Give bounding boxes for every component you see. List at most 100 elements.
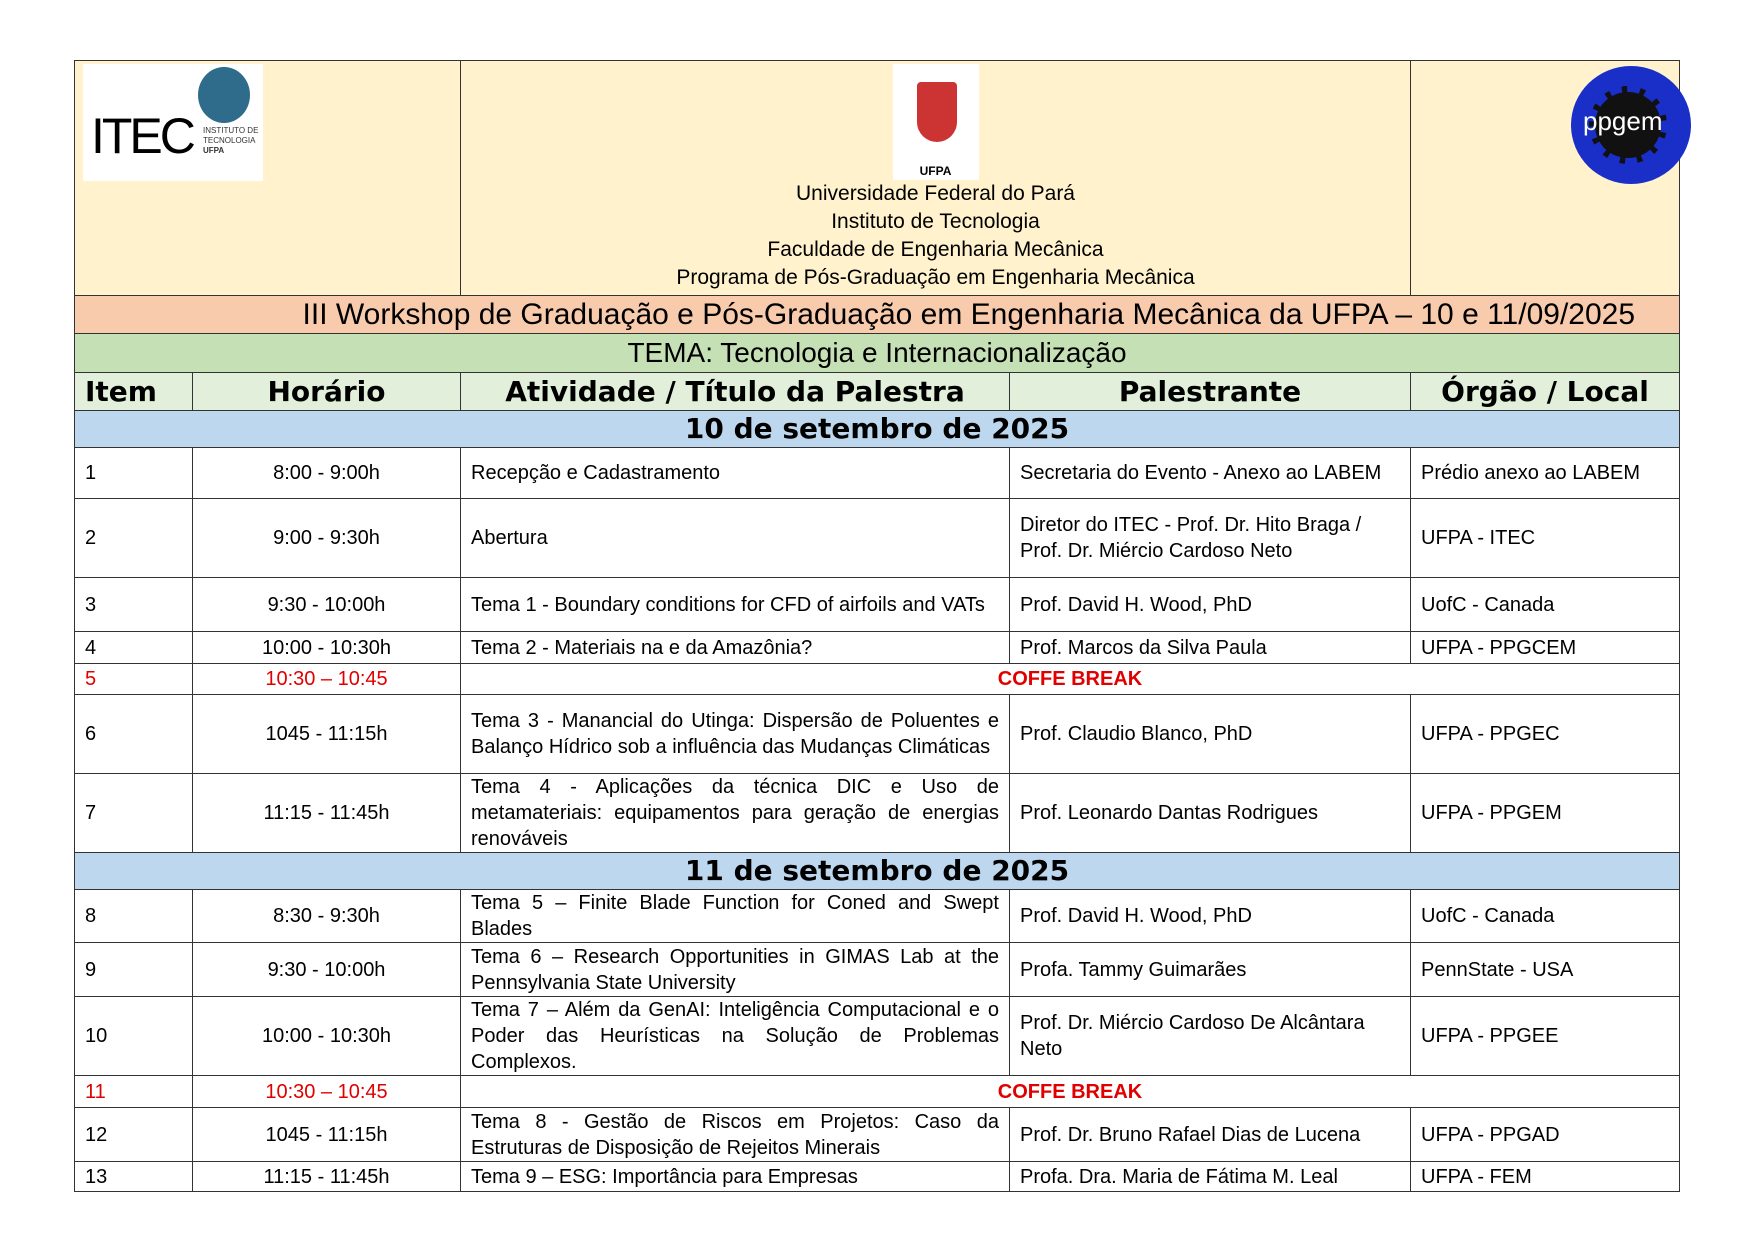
institution-line: Universidade Federal do Pará bbox=[796, 182, 1075, 205]
schedule-row: 12 1045 - 11:15h Tema 8 - Gestão de Risc… bbox=[74, 1107, 1681, 1162]
place: UFPA - PPGEC bbox=[1410, 694, 1681, 774]
place: UFPA - PPGEM bbox=[1410, 773, 1681, 853]
globe-icon bbox=[198, 67, 250, 123]
schedule-row: 4 10:00 - 10:30h Tema 2 - Materiais na e… bbox=[74, 631, 1681, 664]
activity: Tema 8 - Gestão de Riscos em Projetos: C… bbox=[460, 1107, 1010, 1162]
time: 11:15 - 11:45h bbox=[192, 773, 461, 853]
ppgem-logo-cell: ppgem bbox=[1410, 60, 1692, 296]
item-number: 13 bbox=[74, 1161, 193, 1192]
activity: Tema 1 - Boundary conditions for CFD of … bbox=[460, 577, 1010, 632]
header-row: ITEC INSTITUTO DE TECNOLOGIA UFPA UFPA Uni… bbox=[74, 60, 1692, 296]
speaker: Secretaria do Evento - Anexo ao LABEM bbox=[1008, 447, 1412, 499]
coffee-break-label: COFFE BREAK bbox=[459, 1075, 1681, 1108]
item-number: 8 bbox=[74, 889, 193, 943]
activity: Tema 9 – ESG: Importância para Empresas bbox=[460, 1161, 1010, 1192]
time: 9:30 - 10:00h bbox=[192, 942, 461, 997]
item-number: 11 bbox=[74, 1075, 193, 1108]
col-activity: Atividade / Título da Palestra bbox=[460, 372, 1010, 411]
item-number: 9 bbox=[74, 942, 193, 997]
item-number: 3 bbox=[74, 577, 193, 632]
speaker: Prof. Dr. Miércio Cardoso De Alcântara N… bbox=[1008, 996, 1412, 1076]
place: PennState - USA bbox=[1410, 942, 1681, 997]
activity: Abertura bbox=[460, 498, 1010, 578]
place: Prédio anexo ao LABEM bbox=[1410, 447, 1681, 499]
schedule-row: 10 10:00 - 10:30h Tema 7 – Além da GenAI… bbox=[74, 996, 1681, 1076]
speaker: Prof. Dr. Bruno Rafael Dias de Lucena bbox=[1008, 1107, 1412, 1162]
time: 10:30 – 10:45 bbox=[192, 1075, 461, 1108]
speaker: Prof. David H. Wood, PhD bbox=[1008, 889, 1412, 943]
time: 8:30 - 9:30h bbox=[192, 889, 461, 943]
col-item: Item bbox=[74, 372, 193, 411]
coffee-break-label: COFFE BREAK bbox=[459, 663, 1681, 695]
speaker: Profa. Tammy Guimarães bbox=[1008, 942, 1412, 997]
time: 10:30 – 10:45 bbox=[192, 663, 461, 695]
time: 9:30 - 10:00h bbox=[192, 577, 461, 632]
time: 8:00 - 9:00h bbox=[192, 447, 461, 499]
theme-title: TEMA: Tecnologia e Internacionalização bbox=[73, 333, 1681, 373]
item-number: 4 bbox=[74, 631, 193, 664]
time: 10:00 - 10:30h bbox=[192, 996, 461, 1076]
activity: Tema 7 – Além da GenAI: Inteligência Com… bbox=[460, 996, 1010, 1076]
institution-line: Instituto de Tecnologia bbox=[831, 210, 1040, 233]
item-number: 10 bbox=[74, 996, 193, 1076]
ppgem-logo-text: ppgem bbox=[1583, 106, 1663, 136]
shield-icon bbox=[916, 82, 957, 142]
time: 1045 - 11:15h bbox=[192, 694, 461, 774]
item-number: 6 bbox=[74, 694, 193, 774]
speaker: Diretor do ITEC - Prof. Dr. Hito Braga /… bbox=[1008, 498, 1412, 578]
institution-line: Faculdade de Engenharia Mecânica bbox=[767, 238, 1104, 261]
ppgem-logo: ppgem bbox=[1571, 66, 1692, 184]
schedule-row: 9 9:30 - 10:00h Tema 6 – Research Opport… bbox=[74, 942, 1681, 997]
schedule-row: 7 11:15 - 11:45h Tema 4 - Aplicações da … bbox=[74, 773, 1681, 853]
time: 10:00 - 10:30h bbox=[192, 631, 461, 664]
time: 1045 - 11:15h bbox=[192, 1107, 461, 1162]
col-speaker: Palestrante bbox=[1008, 372, 1412, 411]
institution-cell: UFPA Universidade Federal do Pará Instit… bbox=[459, 60, 1412, 296]
schedule-row: 2 9:00 - 9:30h Abertura Diretor do ITEC … bbox=[74, 498, 1681, 578]
place: UFPA - PPGAD bbox=[1410, 1107, 1681, 1162]
activity: Tema 6 – Research Opportunities in GIMAS… bbox=[460, 942, 1010, 997]
speaker: Prof. Claudio Blanco, PhD bbox=[1008, 694, 1412, 774]
speaker: Prof. Marcos da Silva Paula bbox=[1008, 631, 1412, 664]
schedule-row: 6 1045 - 11:15h Tema 3 - Manancial do Ut… bbox=[74, 694, 1681, 774]
item-number: 5 bbox=[74, 663, 193, 695]
col-place: Órgão / Local bbox=[1410, 372, 1681, 411]
item-number: 2 bbox=[74, 498, 193, 578]
place: UofC - Canada bbox=[1410, 577, 1681, 632]
schedule-row: 13 11:15 - 11:45h Tema 9 – ESG: Importân… bbox=[74, 1161, 1681, 1192]
coffee-break-row: 5 10:30 – 10:45 COFFE BREAK bbox=[74, 663, 1681, 695]
activity: Tema 3 - Manancial do Utinga: Dispersão … bbox=[460, 694, 1010, 774]
ufpa-crest-logo: UFPA bbox=[892, 64, 979, 180]
place: UofC - Canada bbox=[1410, 889, 1681, 943]
activity: Tema 5 – Finite Blade Function for Coned… bbox=[460, 889, 1010, 943]
speaker: Prof. David H. Wood, PhD bbox=[1008, 577, 1412, 632]
item-number: 12 bbox=[74, 1107, 193, 1162]
place: UFPA - PPGEE bbox=[1410, 996, 1681, 1076]
speaker: Prof. Leonardo Dantas Rodrigues bbox=[1008, 773, 1412, 853]
place: UFPA - FEM bbox=[1410, 1161, 1681, 1192]
time: 11:15 - 11:45h bbox=[192, 1161, 461, 1192]
itec-logo-cell: ITEC INSTITUTO DE TECNOLOGIA UFPA bbox=[74, 60, 461, 296]
itec-logo: ITEC INSTITUTO DE TECNOLOGIA UFPA bbox=[83, 64, 263, 181]
schedule-row: 8 8:30 - 9:30h Tema 5 – Finite Blade Fun… bbox=[74, 889, 1681, 943]
schedule-row: 3 9:30 - 10:00h Tema 1 - Boundary condit… bbox=[74, 577, 1681, 632]
place: UFPA - ITEC bbox=[1410, 498, 1681, 578]
event-title: III Workshop de Graduação e Pós-Graduaçã… bbox=[73, 295, 1681, 334]
item-number: 7 bbox=[74, 773, 193, 853]
speaker: Profa. Dra. Maria de Fátima M. Leal bbox=[1008, 1161, 1412, 1192]
day-header: 10 de setembro de 2025 bbox=[73, 410, 1681, 448]
schedule-table: ITEC INSTITUTO DE TECNOLOGIA UFPA UFPA Uni… bbox=[73, 60, 1692, 1192]
coffee-break-row: 11 10:30 – 10:45 COFFE BREAK bbox=[74, 1075, 1681, 1108]
item-number: 1 bbox=[74, 447, 193, 499]
activity: Tema 4 - Aplicações da técnica DIC e Uso… bbox=[460, 773, 1010, 853]
activity: Recepção e Cadastramento bbox=[460, 447, 1010, 499]
schedule-row: 1 8:00 - 9:00h Recepção e Cadastramento … bbox=[74, 447, 1681, 499]
place: UFPA - PPGCEM bbox=[1410, 631, 1681, 664]
gear-icon bbox=[1589, 86, 1668, 164]
column-headers: Item Horário Atividade / Título da Pales… bbox=[74, 372, 1681, 411]
institution-line: Programa de Pós-Graduação em Engenharia … bbox=[676, 266, 1195, 289]
day-header: 11 de setembro de 2025 bbox=[73, 852, 1681, 890]
crest-label: UFPA bbox=[919, 164, 952, 178]
activity: Tema 2 - Materiais na e da Amazônia? bbox=[460, 631, 1010, 664]
time: 9:00 - 9:30h bbox=[192, 498, 461, 578]
